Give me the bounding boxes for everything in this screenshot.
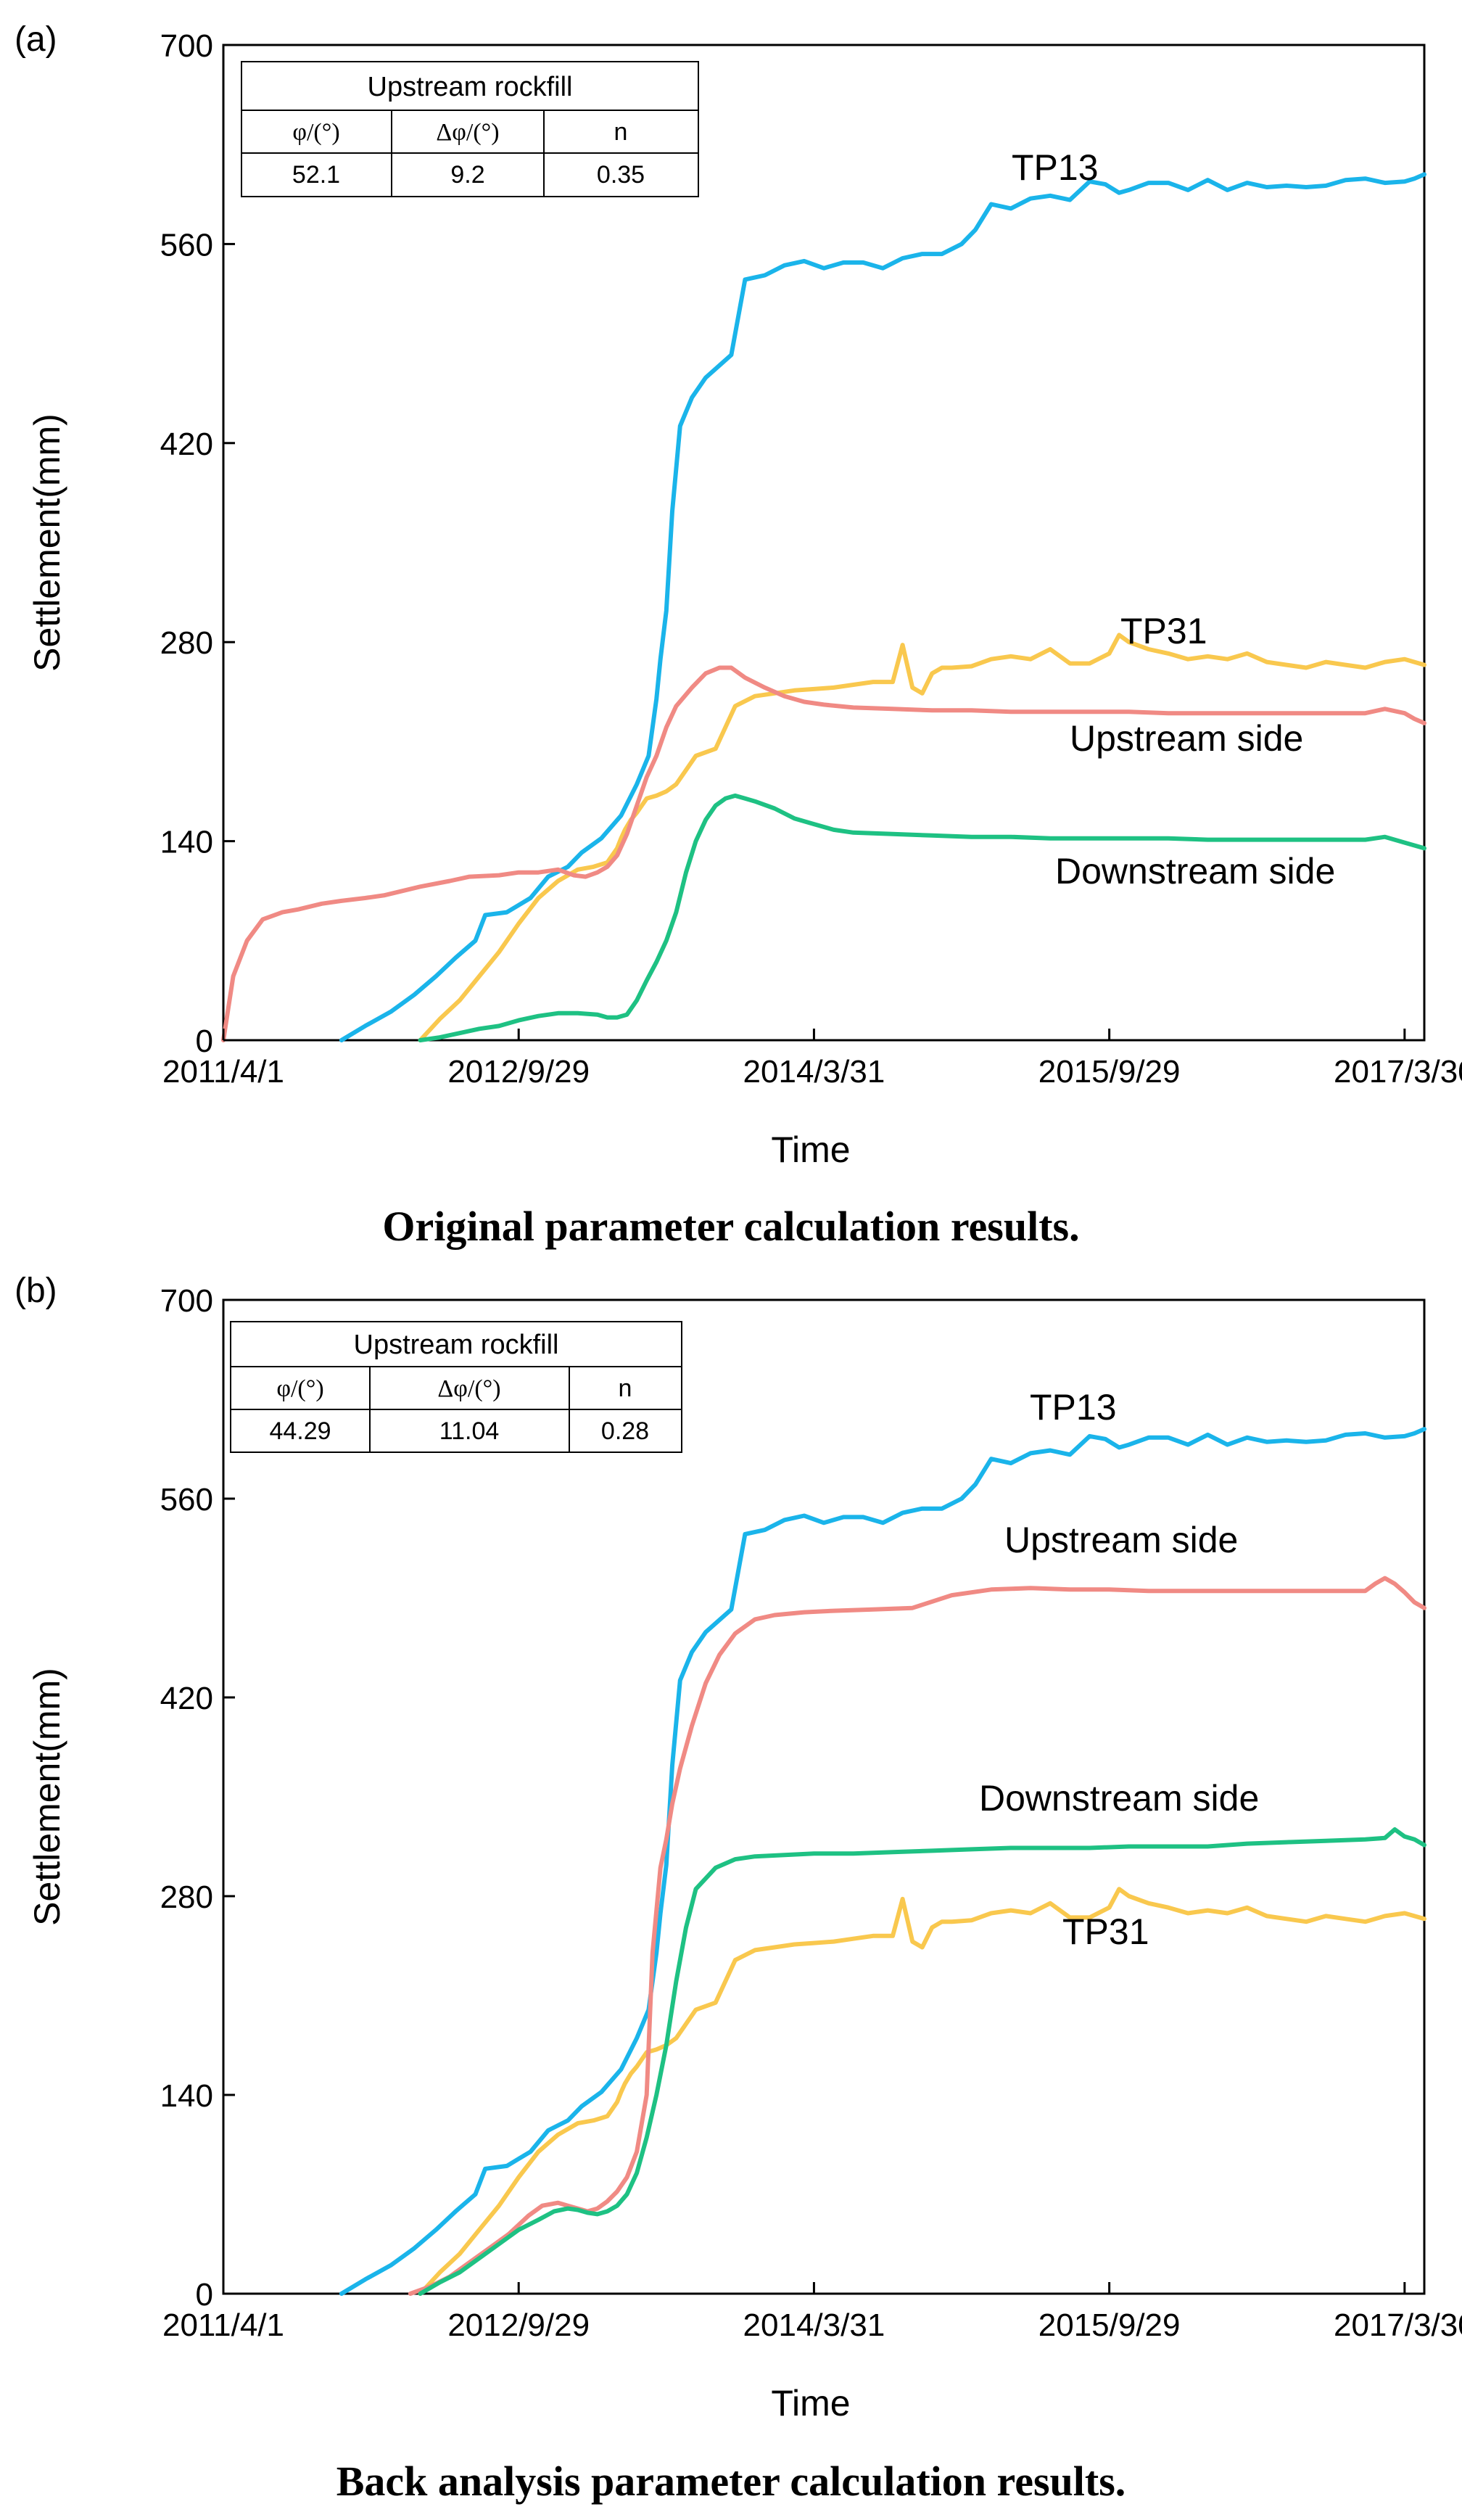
table-value-phi: 52.1 bbox=[292, 161, 340, 189]
y-axis-title: Settlement(mm) bbox=[27, 1668, 67, 1926]
y-tick-label: 700 bbox=[160, 1283, 213, 1319]
panel-label: (b) bbox=[15, 1272, 57, 1310]
table-value-phi: 44.29 bbox=[269, 1417, 331, 1445]
series-line-tp31 bbox=[418, 633, 1426, 1042]
table-frame bbox=[230, 1321, 682, 1453]
x-axis-title: Time bbox=[771, 2383, 850, 2424]
y-tick-label: 420 bbox=[160, 1681, 213, 1716]
annotation-tp31: TP31 bbox=[1062, 1911, 1149, 1952]
x-tick-label: 2012/9/29 bbox=[447, 2307, 590, 2343]
series-line-tp13 bbox=[339, 1427, 1426, 2296]
table-header-dphi: Δφ/(°) bbox=[437, 1375, 500, 1402]
annotation-tp13: TP13 bbox=[1030, 1387, 1117, 1428]
y-tick-label: 140 bbox=[160, 825, 213, 860]
series-line-tp13 bbox=[339, 172, 1426, 1042]
series-line-tp31 bbox=[418, 1887, 1426, 2296]
x-tick-label: 2015/9/29 bbox=[1038, 2307, 1181, 2343]
table-value-dphi: 9.2 bbox=[450, 161, 484, 189]
annotation-upstream-side: Upstream side bbox=[1004, 1520, 1238, 1560]
series-line-downstream-side bbox=[418, 793, 1426, 1042]
table-title: Upstream rockfill bbox=[368, 72, 573, 102]
panel-b: (b) 0 140 280 420 560 700 2011/4/1 2012/9/29 201… bbox=[15, 1272, 1462, 2505]
table-frame bbox=[241, 61, 699, 197]
series-layer bbox=[339, 1427, 1426, 2296]
plot-frame bbox=[222, 1298, 1426, 2295]
panel-label: (a) bbox=[15, 20, 57, 59]
y-tick-label: 0 bbox=[196, 2277, 213, 2313]
table-header-n: n bbox=[619, 1375, 632, 1402]
annotation-downstream-side: Downstream side bbox=[979, 1778, 1259, 1819]
caption: Back analysis parameter calculation resu… bbox=[336, 2458, 1126, 2505]
panel-a: (a) 0 140 280 420 560 700 2011/4/1 2012/9/29 201… bbox=[15, 20, 1462, 1250]
series-layer bbox=[221, 172, 1426, 1042]
y-tick-label: 700 bbox=[160, 28, 213, 64]
y-tick-label: 560 bbox=[160, 227, 213, 263]
x-tick-label: 2015/9/29 bbox=[1038, 1054, 1181, 1090]
y-tick-label: 140 bbox=[160, 2078, 213, 2114]
y-tick-label: 420 bbox=[160, 427, 213, 462]
y-axis-title: Settlement(mm) bbox=[27, 413, 67, 672]
annotation-tp13: TP13 bbox=[1012, 147, 1099, 188]
table-header-n: n bbox=[614, 118, 628, 146]
series-line-downstream-side bbox=[418, 1827, 1426, 2296]
caption: Original parameter calculation results. bbox=[382, 1203, 1079, 1250]
series-line-upstream-side bbox=[408, 1576, 1426, 2296]
x-axis-title: Time bbox=[771, 1129, 850, 1170]
table-header-phi: φ/(°) bbox=[292, 119, 339, 146]
x-tick-label: 2014/3/31 bbox=[743, 1054, 885, 1090]
annotation-downstream-side: Downstream side bbox=[1055, 851, 1335, 892]
tick-layer: 0 140 280 420 560 700 2011/4/1 2012/9/29 2014/3/… bbox=[160, 1283, 1462, 2343]
x-tick-label: 2017/3/30 bbox=[1334, 2307, 1462, 2343]
tick-layer: 0 140 280 420 560 700 2011/4/1 2012/9/29 2014/3/… bbox=[160, 28, 1462, 1090]
table-value-dphi: 11.04 bbox=[439, 1417, 500, 1445]
y-tick-label: 280 bbox=[160, 1879, 213, 1915]
table-header-phi: φ/(°) bbox=[276, 1375, 323, 1402]
table-value-n: 0.28 bbox=[601, 1417, 649, 1445]
x-tick-label: 2014/3/31 bbox=[743, 2307, 885, 2343]
parameter-table: Upstream rockfill φ/(°) Δφ/(°) n 52.1 9.… bbox=[241, 61, 699, 197]
table-value-n: 0.35 bbox=[597, 161, 645, 189]
x-tick-label: 2011/4/1 bbox=[162, 2307, 284, 2343]
y-tick-label: 560 bbox=[160, 1482, 213, 1518]
series-line-upstream-side bbox=[221, 665, 1426, 1042]
x-tick-label: 2017/3/30 bbox=[1334, 1054, 1462, 1090]
annotation-tp31: TP31 bbox=[1120, 611, 1207, 651]
y-tick-label: 0 bbox=[196, 1024, 213, 1059]
plot-frame bbox=[222, 44, 1426, 1042]
x-tick-label: 2012/9/29 bbox=[447, 1054, 590, 1090]
x-tick-label: 2011/4/1 bbox=[162, 1054, 284, 1090]
parameter-table: Upstream rockfill φ/(°) Δφ/(°) n 44.29 1… bbox=[230, 1321, 682, 1453]
table-header-dphi: Δφ/(°) bbox=[436, 119, 499, 146]
y-tick-label: 280 bbox=[160, 625, 213, 661]
annotation-upstream-side: Upstream side bbox=[1070, 718, 1303, 759]
table-title: Upstream rockfill bbox=[354, 1330, 559, 1360]
